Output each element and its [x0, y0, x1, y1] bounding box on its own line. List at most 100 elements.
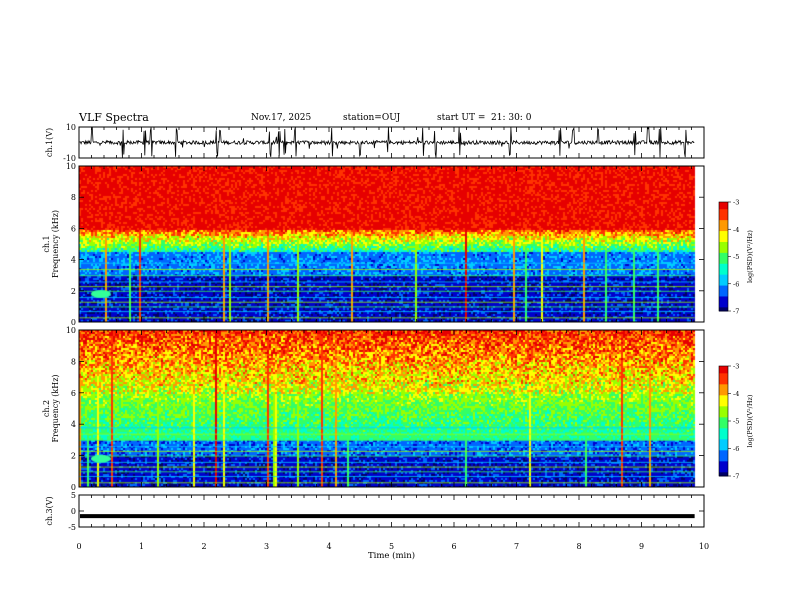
colorbar-tick-label: -4 [733, 390, 739, 398]
ch1-spectrogram-image [79, 166, 704, 322]
colorbar-cell [719, 221, 728, 225]
colorbar-cell [719, 203, 728, 207]
colorbar-cell [719, 240, 728, 243]
x-tick-label: 4 [326, 542, 331, 551]
colorbar-cell [719, 216, 728, 219]
colorbar-cell [719, 463, 728, 466]
colorbar-cell [719, 220, 728, 223]
ch1-waveform-tick-label: 10 [66, 123, 76, 132]
colorbar-cell [719, 218, 728, 221]
colorbar-cell [719, 278, 728, 281]
colorbar-cell [719, 474, 728, 477]
colorbar-cell [719, 292, 728, 296]
ch1-spectrogram-tick-label: 2 [71, 287, 76, 296]
colorbar-cell [719, 296, 728, 299]
ch2-spectrogram-image [79, 330, 704, 487]
x-tick-label: 1 [139, 542, 144, 551]
colorbar-cell [719, 465, 728, 468]
colorbar-cell [719, 287, 728, 290]
colorbar-cell [719, 369, 728, 372]
colorbar-cell [719, 232, 728, 236]
colorbar-cell [719, 225, 728, 228]
start-value: 21: 30: 0 [491, 113, 532, 123]
date-label: Nov.17, 2025 [251, 113, 312, 123]
ch1-spectrogram-tick-label: 6 [71, 224, 76, 233]
x-tick-label: 0 [76, 542, 81, 551]
colorbar-tick-label: -5 [733, 253, 739, 261]
colorbar-tick-label: -7 [733, 473, 739, 481]
x-tick-label: 2 [201, 542, 206, 551]
ch1-spectrogram-tick-label: 0 [71, 318, 76, 327]
colorbar-cell [719, 285, 728, 288]
colorbar-cell [719, 468, 728, 471]
colorbar-cell [719, 271, 728, 274]
colorbar-cell [719, 207, 728, 210]
colorbar-cell [719, 410, 728, 413]
ch2-spectrogram-channel-label: ch.2 [42, 400, 51, 417]
x-axis-label: Time (min) [368, 550, 415, 561]
colorbar-tick-label: -6 [733, 445, 739, 453]
x-tick-label: 6 [451, 542, 456, 551]
colorbar-cell [719, 455, 728, 459]
x-tick-label: 3 [264, 542, 269, 551]
colorbar-cell [719, 411, 728, 415]
ch3-waveform-tick-label: -5 [68, 523, 76, 532]
colorbar-tick-label: -4 [733, 226, 739, 234]
colorbar-cell [719, 448, 728, 451]
colorbar-cell [719, 454, 728, 457]
colorbar-cell [719, 441, 728, 444]
colorbar-cell [719, 417, 728, 420]
colorbar-cell [719, 212, 728, 216]
ch1-spectrogram-colorbar: log(PSD)(V²/Hz) [718, 201, 754, 312]
colorbar-cell [719, 415, 728, 418]
colorbar-cell [719, 382, 728, 385]
x-tick-label: 10 [699, 542, 709, 551]
colorbar-cell [719, 404, 728, 407]
colorbar-cell [719, 432, 728, 435]
colorbar-cell [719, 424, 728, 427]
colorbar-cell [719, 223, 728, 227]
colorbar-tick-label: -3 [733, 363, 739, 371]
colorbar-cell [719, 243, 728, 247]
colorbar-cell [719, 389, 728, 393]
colorbar-cell [719, 393, 728, 396]
colorbar-cell [719, 450, 728, 453]
ch1-spectrogram-tick-label: 10 [66, 162, 76, 171]
colorbar-cell [719, 380, 728, 383]
colorbar-cell [719, 466, 728, 470]
colorbar-cell [719, 375, 728, 378]
colorbar-cell [719, 249, 728, 252]
colorbar-cell [719, 247, 728, 250]
ch3-waveform-ylabel: ch.3(V) [45, 496, 54, 525]
colorbar-cell [719, 256, 728, 259]
ch2-spectrogram-colorbar: log(PSD)(V²/Hz) [718, 365, 754, 477]
colorbar-tick-label: -5 [733, 418, 739, 426]
colorbar-cell [719, 276, 728, 279]
ch3-waveform-tick-label: 0 [71, 507, 76, 516]
ch1-spectrogram-tick-label: 4 [71, 256, 76, 265]
ch1-spectrogram-ylabel: Frequency (kHz) [51, 210, 60, 278]
colorbar-cell [719, 366, 728, 369]
colorbar-cell [719, 294, 728, 297]
colorbar-cell [719, 227, 728, 230]
colorbar-label: log(PSD)(V²/Hz) [746, 394, 754, 447]
colorbar-cell [719, 459, 728, 462]
colorbar-cell [719, 289, 728, 292]
colorbar-cell [719, 444, 728, 448]
colorbar-cell [719, 400, 728, 404]
colorbar-tick-label: -7 [733, 308, 739, 316]
colorbar-cell [719, 386, 728, 389]
colorbar-cell [719, 291, 728, 294]
colorbar-cell [719, 402, 728, 405]
colorbar-cell [719, 309, 728, 312]
colorbar-cell [719, 457, 728, 460]
ch2-spectrogram-tick-label: 2 [71, 452, 76, 461]
colorbar-cell [719, 399, 728, 402]
colorbar-cell [719, 406, 728, 409]
colorbar-cell [719, 367, 728, 371]
colorbar-tick-label: -6 [733, 280, 739, 288]
colorbar-cell [719, 260, 728, 263]
colorbar-cell [719, 231, 728, 234]
colorbar-cell [719, 426, 728, 429]
colorbar-cell [719, 298, 728, 301]
